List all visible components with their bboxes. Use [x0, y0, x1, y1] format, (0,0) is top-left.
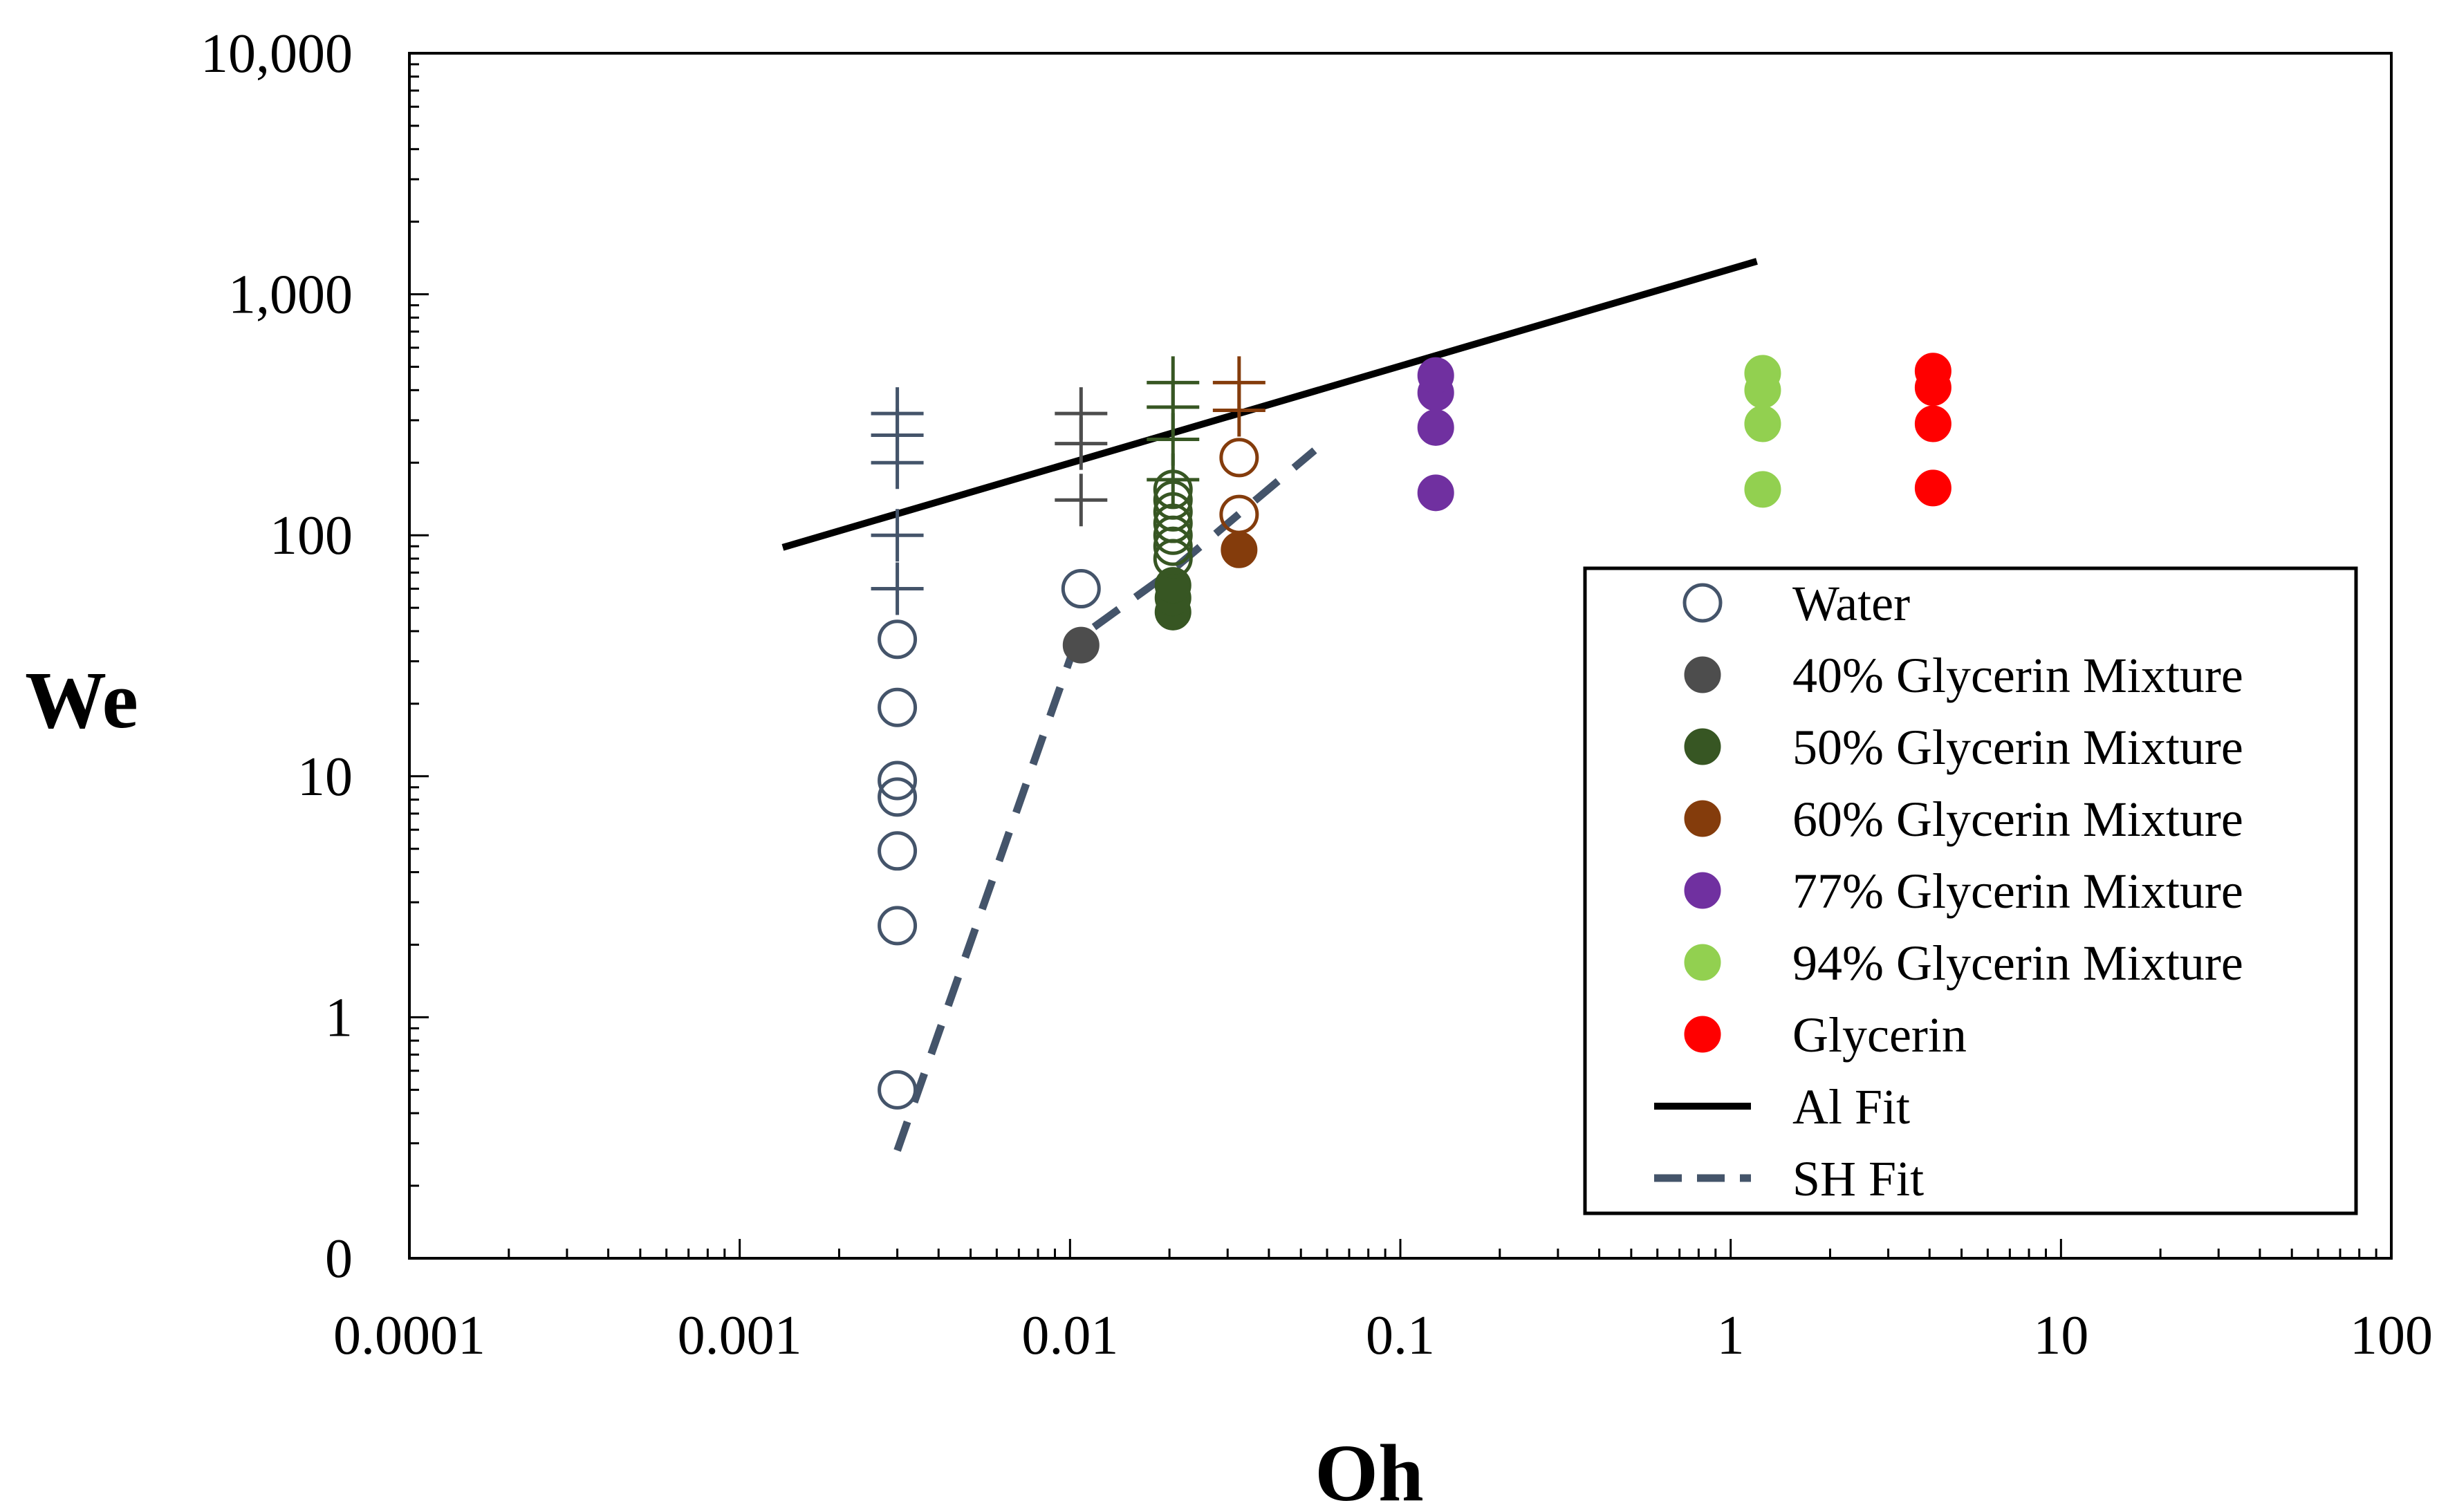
legend-marker-50-glycerin-mixture	[1684, 728, 1721, 765]
y-axis: 0 1 10 100 1,000 10,000	[201, 24, 429, 1289]
y-axis-title: We	[25, 655, 138, 745]
77-glycerin-mixture-point	[1417, 409, 1454, 446]
water-point	[878, 906, 918, 946]
94-glycerin-mixture-point	[1744, 405, 1781, 442]
60-glycerin-mixture-open-series	[1219, 438, 1259, 534]
94-glycerin-mixture-point	[1744, 355, 1781, 392]
77-glycerin-mixture-series	[1417, 357, 1454, 512]
legend-marker-water	[1682, 583, 1723, 623]
94-glycerin-mixture-series	[1744, 355, 1781, 508]
60-glycerin-mixture-series	[1221, 531, 1258, 568]
legend-marker-60-glycerin-mixture	[1684, 800, 1721, 837]
x-tick-label: 10	[2033, 1305, 2088, 1366]
water-point	[878, 687, 918, 727]
legend-label-al-fit: Al Fit	[1792, 1079, 1910, 1135]
94-glycerin-mixture-point	[1744, 471, 1781, 508]
50-glycerin-mixture-cross-series	[1147, 356, 1200, 506]
50-glycerin-mixture-series	[1154, 567, 1192, 631]
x-axis-title: Oh	[1315, 1428, 1423, 1512]
legend-label-40-glycerin-mixture: 40% Glycerin Mixture	[1792, 648, 2243, 703]
y-tick-label: 10	[297, 747, 353, 808]
y-tick-label: 0	[325, 1229, 353, 1289]
60-glycerin-mixture-point	[1221, 531, 1258, 568]
legend-marker-94-glycerin-mixture	[1684, 944, 1721, 981]
water-point	[878, 619, 918, 660]
fit-lines	[781, 258, 1758, 1152]
x-tick-label: 0.001	[678, 1305, 802, 1366]
x-tick-label: 100	[2350, 1305, 2433, 1366]
sh-fit-line	[893, 447, 1317, 1152]
x-tick-label: 0.01	[1021, 1305, 1118, 1366]
y-tick-label: 1	[325, 987, 353, 1048]
legend-label-60-glycerin-mixture: 60% Glycerin Mixture	[1792, 792, 2243, 847]
40-glycerin-mixture-cross-series	[1055, 387, 1108, 527]
40-glycerin-mixture-series	[1062, 626, 1100, 664]
legend-label-50-glycerin-mixture: 50% Glycerin Mixture	[1792, 720, 2243, 775]
water-point	[878, 777, 918, 817]
water-point	[878, 831, 918, 871]
50-glycerin-mixture-point	[1154, 567, 1192, 604]
al-fit-line	[781, 258, 1758, 551]
40-glycerin-mixture-cross-point	[1055, 387, 1108, 440]
x-tick-label: 0.0001	[333, 1305, 485, 1366]
legend-label-sh-fit: SH Fit	[1792, 1151, 1924, 1206]
y-tick-label: 10,000	[201, 24, 353, 84]
77-glycerin-mixture-point	[1417, 474, 1454, 512]
x-axis: 0.0001 0.001 0.01 0.1 1 10 100	[333, 1239, 2433, 1366]
60-glycerin-mixture-open-point	[1219, 494, 1259, 534]
x-tick-label: 0.1	[1366, 1305, 1435, 1366]
water-point	[878, 1070, 918, 1110]
legend-label-water: Water	[1792, 576, 1910, 631]
water-cross-point	[871, 562, 924, 615]
50-glycerin-mixture-cross-point	[1147, 356, 1200, 409]
water-cross-point	[871, 387, 924, 440]
legend-marker-77-glycerin-mixture	[1684, 872, 1721, 909]
legend-marker-40-glycerin-mixture	[1684, 656, 1721, 693]
60-glycerin-mixture-cross-series	[1212, 356, 1265, 437]
x-tick-label: 1	[1717, 1305, 1745, 1366]
legend-marker-glycerin	[1684, 1016, 1721, 1053]
60-glycerin-mixture-cross-point	[1212, 356, 1265, 409]
40-glycerin-mixture-cross-point	[1055, 474, 1108, 527]
legend: Water 40% Glycerin Mixture 50% Glycerin Mi…	[1583, 566, 2358, 1215]
y-tick-label: 1,000	[228, 265, 353, 326]
y-tick-label: 100	[270, 505, 353, 566]
40-glycerin-mixture-point	[1062, 626, 1100, 664]
legend-label-77-glycerin-mixture: 77% Glycerin Mixture	[1792, 864, 2243, 919]
60-glycerin-mixture-open-point	[1219, 438, 1259, 478]
water-cross-point	[871, 509, 924, 562]
glycerin-series	[1914, 353, 1951, 507]
legend-label-glycerin: Glycerin	[1792, 1007, 1967, 1063]
water-cross-series	[871, 387, 924, 615]
glycerin-point	[1914, 353, 1951, 390]
data-points	[871, 353, 1951, 1110]
water-series	[878, 569, 1101, 1110]
glycerin-point	[1914, 469, 1951, 507]
water-point	[1061, 569, 1101, 609]
water-point	[878, 760, 918, 801]
77-glycerin-mixture-point	[1417, 357, 1454, 394]
legend-label-94-glycerin-mixture: 94% Glycerin Mixture	[1792, 935, 2243, 991]
glycerin-point	[1914, 405, 1951, 442]
